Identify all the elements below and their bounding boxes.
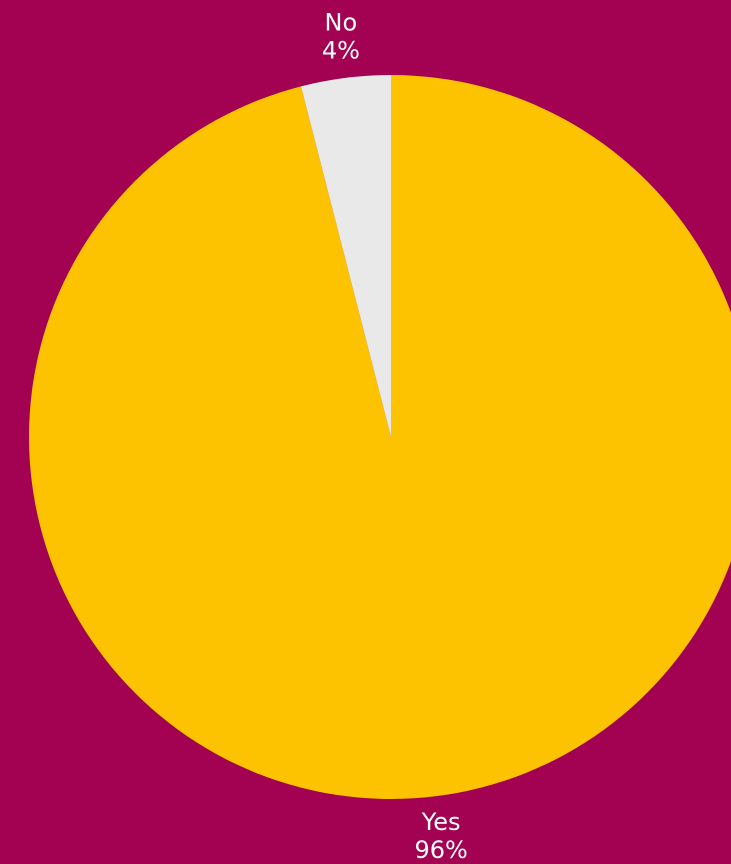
pie-slice-yes <box>29 75 731 799</box>
pie-slice-no <box>300 75 391 437</box>
pie-label-name-no: No <box>325 8 358 36</box>
pie-label-value-no: 4% <box>322 36 360 64</box>
pie-label-value-yes: 96% <box>414 836 467 864</box>
pie-labels: Yes 96% No 4% <box>322 8 468 863</box>
pie-slices <box>29 75 731 799</box>
pie-label-yes: Yes 96% <box>414 808 467 864</box>
pie-label-no: No 4% <box>322 8 360 64</box>
pie-label-name-yes: Yes <box>421 808 461 836</box>
